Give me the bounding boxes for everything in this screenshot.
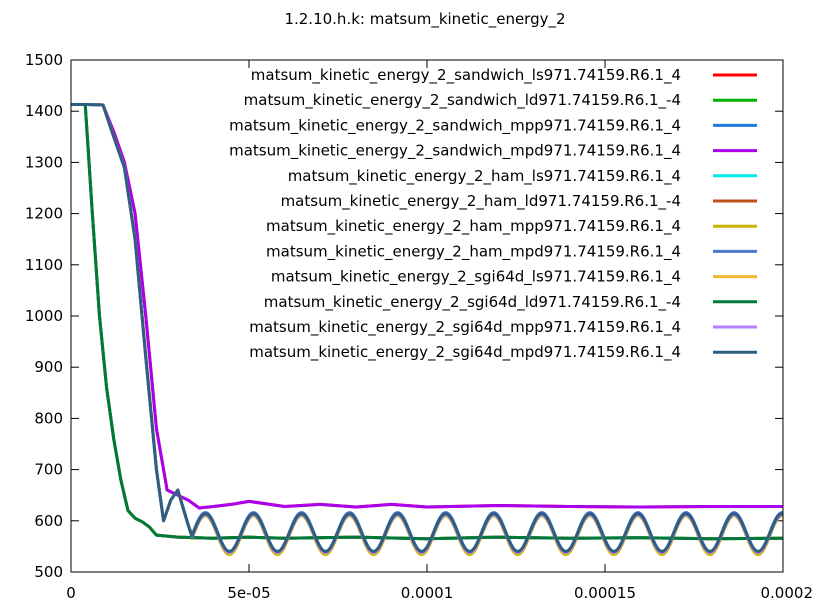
legend-label: matsum_kinetic_energy_2_sandwich_ld971.7… — [244, 91, 681, 110]
series-lines — [71, 103, 784, 557]
legend-label: matsum_kinetic_energy_2_sgi64d_mpd971.74… — [249, 343, 681, 362]
x-tick-label: 0.0002 — [761, 584, 814, 602]
series-line-10 — [71, 103, 784, 541]
y-tick-label: 600 — [34, 512, 63, 530]
y-tick-label: 900 — [34, 358, 63, 376]
axis-ticks: 500 600 700 800 900 1000 1100 1200 1300 1400 1500 0… — [25, 51, 813, 602]
legend-label: matsum_kinetic_energy_2_ham_mpd971.74159… — [266, 242, 681, 261]
y-tick-label: 1000 — [25, 307, 63, 325]
y-tick-label: 800 — [34, 409, 63, 427]
x-tick-label: 0 — [66, 584, 76, 602]
x-tick-label: 5e-05 — [227, 584, 270, 602]
legend-label: matsum_kinetic_energy_2_sandwich_mpp971.… — [229, 116, 681, 135]
chart-title: 1.2.10.h.k: matsum_kinetic_energy_2 — [284, 10, 565, 29]
y-tick-label: 1200 — [25, 205, 63, 223]
legend-label: matsum_kinetic_energy_2_sandwich_ls971.7… — [251, 66, 681, 85]
legend-label: matsum_kinetic_energy_2_ham_ls971.74159.… — [288, 167, 681, 186]
y-tick-label: 1500 — [25, 51, 63, 69]
x-tick-label: 0.0001 — [401, 584, 454, 602]
legend-label: matsum_kinetic_energy_2_ham_mpp971.74159… — [266, 217, 681, 236]
y-tick-label: 1300 — [25, 153, 63, 171]
y-tick-label: 500 — [34, 563, 63, 581]
y-tick-label: 700 — [34, 461, 63, 479]
plot-frame — [70, 59, 784, 573]
x-tick-label: 0.00015 — [574, 584, 636, 602]
legend-label: matsum_kinetic_energy_2_sgi64d_ls971.741… — [271, 268, 681, 287]
y-tick-label: 1400 — [25, 102, 63, 120]
legend-label: matsum_kinetic_energy_2_sgi64d_mpp971.74… — [249, 318, 681, 337]
legend-label: matsum_kinetic_energy_2_sgi64d_ld971.741… — [264, 293, 681, 312]
series-line-12 — [71, 103, 783, 554]
series-line-4 — [71, 103, 783, 510]
legend-label: matsum_kinetic_energy_2_sandwich_mpd971.… — [229, 142, 681, 161]
y-tick-label: 1100 — [25, 256, 63, 274]
legend-label: matsum_kinetic_energy_2_ham_ld971.74159.… — [281, 192, 681, 211]
legend: matsum_kinetic_energy_2_sandwich_ls971.7… — [229, 66, 757, 362]
